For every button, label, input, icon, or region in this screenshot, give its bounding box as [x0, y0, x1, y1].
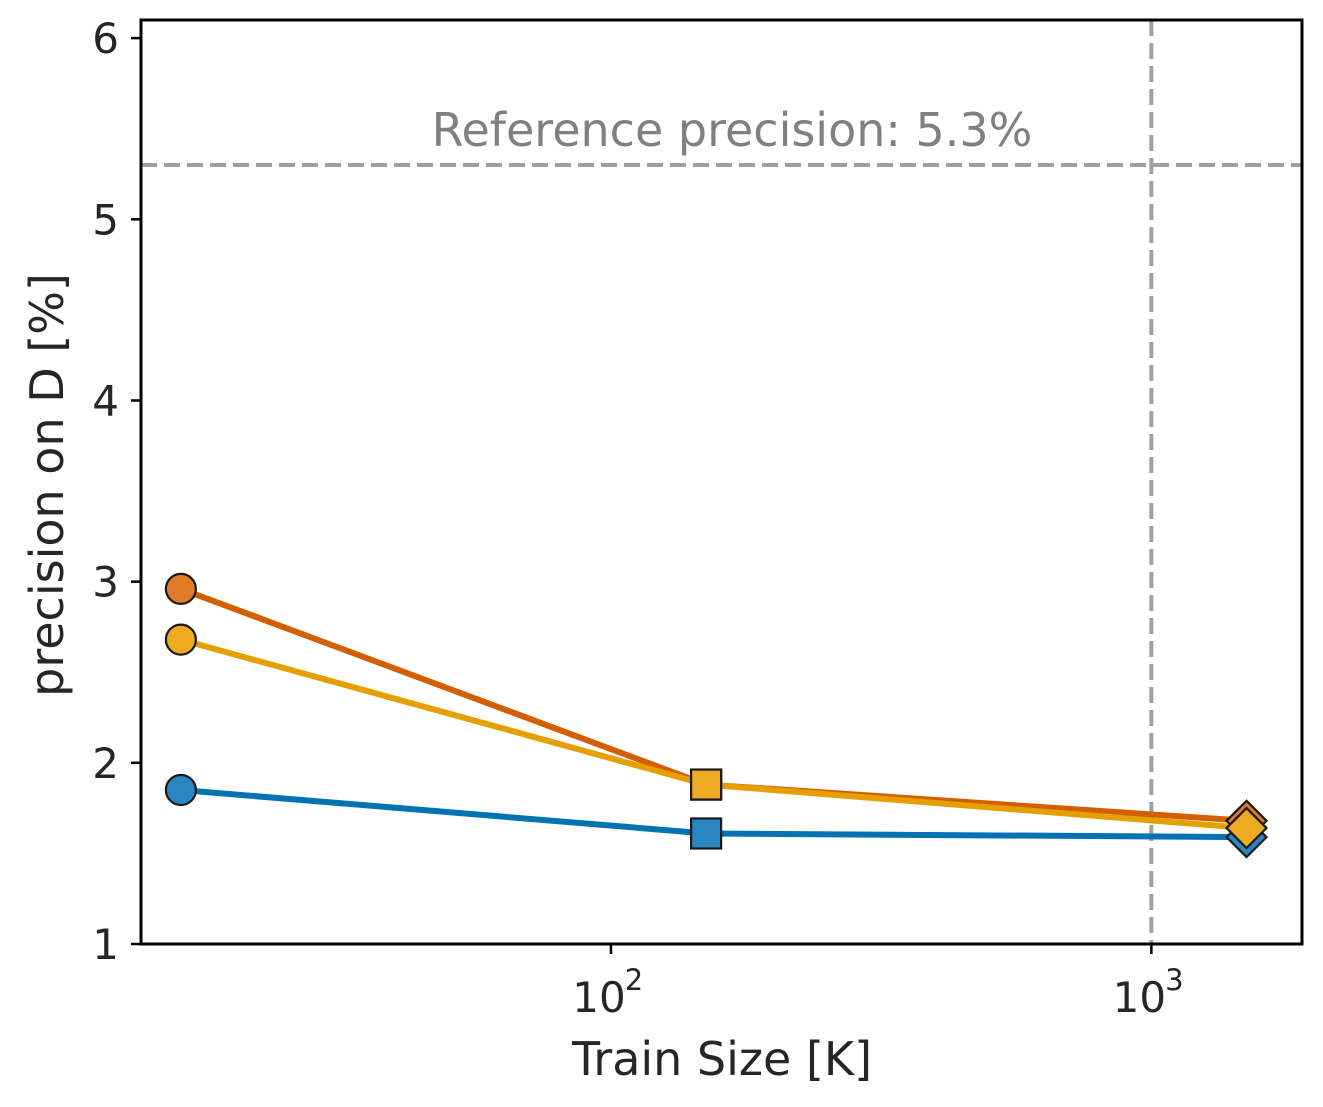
- series-orange-point-1: [164, 572, 197, 605]
- x-tick-label-1000: 10: [1113, 973, 1166, 1022]
- y-tick-label-4: 4: [92, 376, 119, 425]
- y-axis-label: precision on D [%]: [20, 273, 74, 697]
- plot-frame: [139, 18, 1304, 946]
- x-tick-exponent-1000: 3: [1165, 963, 1183, 997]
- x-axis-label: Train Size [K]: [571, 1032, 872, 1086]
- x-tick-exponent-100: 2: [625, 963, 643, 997]
- y-tick-label-6: 6: [92, 14, 119, 63]
- y-tick-label-2: 2: [92, 739, 119, 788]
- y-tick-label-3: 3: [92, 558, 119, 607]
- plot-area: Reference precision: 5.3%: [141, 20, 1302, 944]
- y-tick-label-5: 5: [92, 195, 119, 244]
- y-tick-label-1: 1: [92, 920, 119, 969]
- x-tick-label-100: 10: [572, 973, 625, 1022]
- series-yellow-point-1: [164, 623, 197, 656]
- series-yellow-point-3: [1224, 806, 1269, 850]
- series-yellow-point-2: [690, 768, 723, 801]
- series-blue-point-1: [164, 773, 197, 807]
- reference-line-label: Reference precision: 5.3%: [432, 103, 1033, 157]
- series-blue-point-2: [690, 817, 723, 850]
